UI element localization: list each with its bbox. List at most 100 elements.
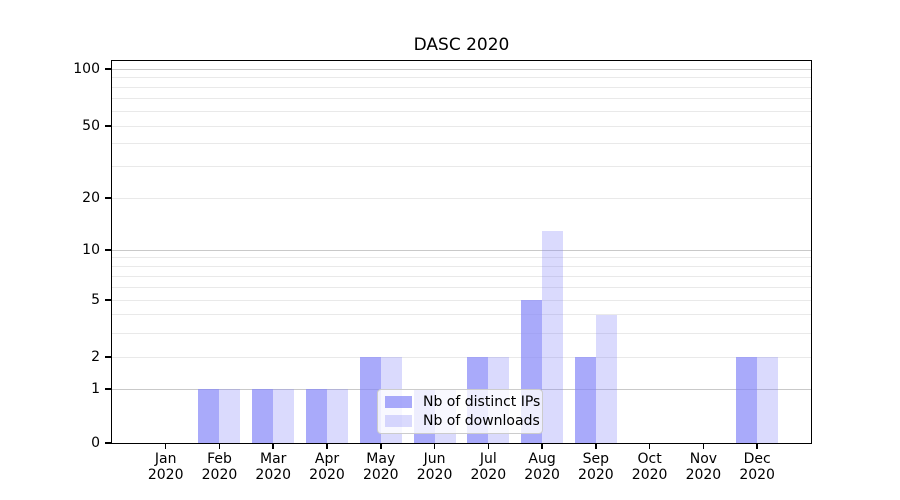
x-tick-year: 2020 bbox=[255, 467, 292, 483]
y-tick-mark bbox=[105, 249, 112, 251]
y-tick-label: 1 bbox=[91, 381, 100, 397]
bar-downloads bbox=[595, 314, 617, 443]
x-tick-year: 2020 bbox=[578, 467, 614, 483]
x-tick-label: Jul 2020 bbox=[456, 451, 520, 483]
x-tick-year: 2020 bbox=[362, 467, 399, 483]
x-tick-month: Apr bbox=[314, 451, 340, 467]
legend-item-downloads: Nb of downloads bbox=[385, 413, 542, 431]
x-tick-month: Jan bbox=[154, 451, 177, 467]
x-tick-year: 2020 bbox=[739, 467, 775, 483]
x-tick-label: Dec 2020 bbox=[725, 451, 789, 483]
x-tick-month: Feb bbox=[207, 451, 232, 467]
x-tick-month: Jul bbox=[479, 451, 497, 467]
plot-border bbox=[111, 60, 812, 444]
x-tick-mark bbox=[487, 443, 490, 449]
bar-downloads bbox=[757, 357, 779, 443]
x-tick-label: Nov 2020 bbox=[671, 451, 735, 483]
legend-swatch-downloads bbox=[385, 415, 412, 428]
legend-label-downloads: Nb of downloads bbox=[423, 413, 540, 430]
x-tick-label: Apr 2020 bbox=[295, 451, 359, 483]
y-tick-label: 5 bbox=[91, 292, 100, 308]
y-gridline-minor bbox=[112, 286, 811, 288]
x-tick-mark bbox=[164, 443, 167, 449]
y-gridline-major bbox=[112, 249, 811, 251]
y-tick-mark bbox=[105, 68, 112, 70]
bar-distinct-ips bbox=[306, 389, 327, 443]
x-tick-year: 2020 bbox=[524, 467, 560, 483]
bar-distinct-ips bbox=[736, 357, 758, 443]
bar-downloads bbox=[273, 389, 295, 443]
y-tick-label: 20 bbox=[82, 190, 100, 206]
bar-downloads bbox=[327, 389, 348, 443]
x-tick-label: Oct 2020 bbox=[618, 451, 682, 483]
x-tick-label: Jun 2020 bbox=[403, 451, 467, 483]
y-gridline-minor bbox=[112, 97, 811, 99]
x-tick-mark bbox=[218, 443, 221, 449]
x-tick-month: Mar bbox=[260, 451, 287, 467]
x-tick-label: Feb 2020 bbox=[187, 451, 251, 483]
y-gridline-minor bbox=[112, 86, 811, 88]
y-gridline-minor bbox=[112, 299, 811, 301]
y-tick-label: 100 bbox=[73, 61, 100, 77]
y-gridline-minor bbox=[112, 266, 811, 268]
y-gridline-minor bbox=[112, 257, 811, 259]
x-tick-month: Dec bbox=[743, 451, 771, 467]
x-tick-mark bbox=[756, 443, 758, 449]
x-tick-month: Oct bbox=[637, 451, 662, 467]
y-tick-mark bbox=[105, 125, 112, 127]
y-gridline-minor bbox=[112, 143, 811, 145]
x-tick-label: Mar 2020 bbox=[241, 451, 305, 483]
y-tick-mark bbox=[105, 388, 112, 390]
legend-item-distinct-ips: Nb of distinct IPs bbox=[385, 393, 542, 411]
y-gridline-minor bbox=[112, 197, 811, 199]
x-tick-mark bbox=[702, 443, 705, 449]
y-gridline-minor bbox=[112, 165, 811, 167]
legend-label-distinct-ips: Nb of distinct IPs bbox=[423, 393, 541, 410]
x-tick-year: 2020 bbox=[309, 467, 345, 483]
y-tick-mark bbox=[105, 356, 112, 358]
y-gridline-minor bbox=[112, 356, 811, 358]
y-gridline-minor bbox=[112, 332, 811, 334]
x-tick-year: 2020 bbox=[201, 467, 238, 483]
y-gridline-minor bbox=[112, 314, 811, 316]
x-tick-mark bbox=[541, 443, 543, 449]
bar-distinct-ips bbox=[574, 357, 596, 443]
x-tick-mark bbox=[326, 443, 328, 449]
y-tick-label: 50 bbox=[82, 118, 100, 134]
chart-title: DASC 2020 bbox=[413, 35, 510, 55]
x-tick-label: Sep 2020 bbox=[564, 451, 628, 483]
x-tick-year: 2020 bbox=[470, 467, 507, 483]
x-tick-label: May 2020 bbox=[349, 451, 413, 483]
y-gridline-minor bbox=[112, 77, 811, 79]
y-gridline-minor bbox=[112, 275, 811, 277]
y-tick-label: 0 bbox=[91, 435, 100, 451]
x-tick-mark bbox=[272, 443, 274, 449]
x-tick-month: Jun bbox=[423, 451, 446, 467]
x-tick-mark bbox=[648, 443, 651, 449]
y-tick-mark bbox=[105, 442, 112, 444]
y-tick-label: 2 bbox=[91, 349, 100, 365]
bar-downloads bbox=[542, 230, 564, 443]
x-tick-year: 2020 bbox=[147, 467, 184, 483]
x-tick-year: 2020 bbox=[685, 467, 722, 483]
y-gridline-minor bbox=[112, 110, 811, 112]
x-tick-year: 2020 bbox=[631, 467, 668, 483]
x-tick-mark bbox=[433, 443, 436, 449]
legend: Nb of distinct IPs Nb of downloads bbox=[377, 389, 543, 434]
bar-distinct-ips bbox=[252, 389, 274, 443]
x-tick-label: Aug 2020 bbox=[510, 451, 574, 483]
x-tick-month: Aug bbox=[528, 451, 556, 467]
x-tick-month: Sep bbox=[582, 451, 610, 467]
bar-downloads bbox=[219, 389, 241, 443]
y-tick-label: 10 bbox=[82, 242, 100, 258]
x-tick-month: Nov bbox=[689, 451, 718, 467]
y-gridline-major bbox=[112, 68, 811, 70]
y-tick-mark bbox=[105, 299, 112, 301]
legend-swatch-distinct-ips bbox=[385, 395, 412, 408]
y-tick-mark bbox=[105, 197, 112, 199]
x-tick-label: Jan 2020 bbox=[134, 451, 198, 483]
x-tick-mark bbox=[595, 443, 597, 449]
y-gridline-minor bbox=[112, 125, 811, 127]
x-tick-month: May bbox=[366, 451, 396, 467]
